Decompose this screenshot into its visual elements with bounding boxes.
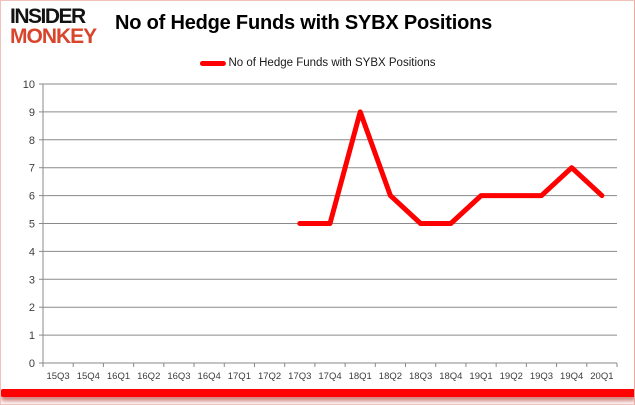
x-tick-label: 15Q4	[77, 371, 100, 382]
y-tick-label: 2	[29, 302, 35, 314]
x-tick-label: 18Q3	[409, 371, 432, 382]
x-tick-label: 17Q3	[288, 371, 311, 382]
y-tick-label: 0	[29, 358, 35, 370]
y-tick-label: 5	[29, 219, 35, 231]
x-tick-label: 20Q1	[590, 371, 613, 382]
x-tick-label: 18Q4	[439, 371, 462, 382]
x-tick-label: 16Q1	[107, 371, 130, 382]
x-tick-label: 18Q2	[379, 371, 402, 382]
y-tick-label: 10	[23, 79, 35, 91]
x-tick-label: 19Q2	[500, 371, 523, 382]
x-tick-label: 17Q4	[318, 371, 341, 382]
x-tick-label: 18Q1	[349, 371, 372, 382]
y-tick-label: 1	[29, 330, 35, 342]
bottom-red-stripe	[1, 389, 634, 397]
legend-label: No of Hedge Funds with SYBX Positions	[228, 57, 436, 69]
legend-line-swatch	[199, 60, 226, 66]
insider-monkey-logo: INSIDER MONKEY	[10, 5, 97, 48]
chart-title: No of Hedge Funds with SYBX Positions	[115, 12, 493, 34]
x-tick-label: 16Q4	[198, 371, 221, 382]
y-tick-label: 6	[29, 191, 35, 203]
x-tick-label: 17Q1	[228, 371, 251, 382]
series-line	[297, 109, 605, 226]
x-tick-label: 19Q4	[560, 371, 583, 382]
x-tick-label: 19Q1	[469, 371, 492, 382]
x-tick-label: 17Q2	[258, 371, 281, 382]
logo-text-insider: INSIDER	[10, 5, 86, 28]
logo-text-monkey: MONKEY	[10, 25, 97, 48]
x-tick-label: 16Q3	[167, 371, 190, 382]
y-tick-label: 8	[29, 135, 35, 147]
line-chart: 0 1 2 3 4 5 6 7 8 9 10 15Q3 15Q4 16Q1 16Q2 16Q3 16Q4 17Q1…	[23, 79, 618, 382]
x-tick-label: 15Q3	[46, 371, 69, 382]
y-tick-label: 9	[29, 107, 35, 119]
y-tick-label: 3	[29, 274, 35, 286]
y-tick-label: 4	[29, 246, 35, 258]
y-tick-label: 7	[29, 163, 35, 175]
legend: No of Hedge Funds with SYBX Positions	[199, 57, 436, 69]
x-tick-label: 19Q3	[530, 371, 553, 382]
x-tick-label: 16Q2	[137, 371, 160, 382]
